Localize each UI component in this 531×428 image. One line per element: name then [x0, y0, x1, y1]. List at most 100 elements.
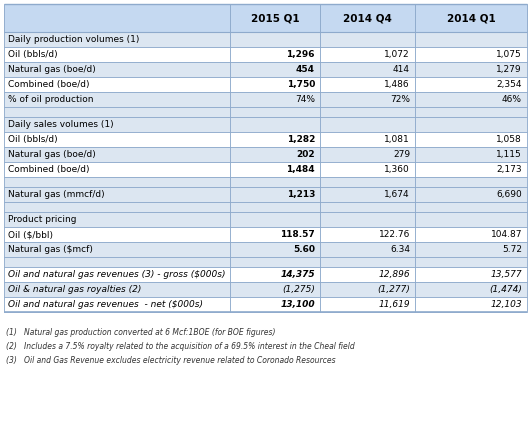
Bar [320, 282, 415, 297]
Bar [320, 177, 415, 187]
Bar [4, 147, 230, 162]
Text: (3)   Oil and Gas Revenue excludes electricity revenue related to Coronado Resou: (3) Oil and Gas Revenue excludes electri… [6, 356, 336, 365]
Bar [4, 132, 230, 147]
Text: 46%: 46% [502, 95, 522, 104]
Bar [230, 77, 320, 92]
Bar [320, 162, 415, 177]
Bar [415, 212, 527, 227]
Bar [4, 282, 230, 297]
Bar [230, 32, 320, 47]
Bar [4, 4, 230, 32]
Bar [230, 92, 320, 107]
Bar [320, 297, 415, 312]
Text: Oil (bbls/d): Oil (bbls/d) [8, 50, 58, 59]
Text: 1,213: 1,213 [287, 190, 315, 199]
Text: (2)   Includes a 7.5% royalty related to the acquisition of a 69.5% interest in : (2) Includes a 7.5% royalty related to t… [6, 342, 355, 351]
Bar [4, 187, 230, 202]
Bar [415, 147, 527, 162]
Bar [415, 227, 527, 242]
Text: 1,484: 1,484 [286, 165, 315, 174]
Text: 454: 454 [296, 65, 315, 74]
Bar [415, 4, 527, 32]
Bar [230, 282, 320, 297]
Bar [4, 77, 230, 92]
Text: 5.60: 5.60 [293, 245, 315, 254]
Text: 104.87: 104.87 [491, 230, 522, 239]
Text: 1,282: 1,282 [287, 135, 315, 144]
Text: Natural gas (boe/d): Natural gas (boe/d) [8, 150, 96, 159]
Text: 2015 Q1: 2015 Q1 [251, 13, 299, 23]
Bar [415, 282, 527, 297]
Bar [320, 147, 415, 162]
Text: 13,100: 13,100 [280, 300, 315, 309]
Text: (1,277): (1,277) [377, 285, 410, 294]
Text: Oil and natural gas revenues (3) - gross ($000s): Oil and natural gas revenues (3) - gross… [8, 270, 226, 279]
Bar [415, 187, 527, 202]
Text: 1,115: 1,115 [496, 150, 522, 159]
Bar [320, 92, 415, 107]
Text: 414: 414 [393, 65, 410, 74]
Text: 13,577: 13,577 [490, 270, 522, 279]
Bar [320, 77, 415, 92]
Text: Combined (boe/d): Combined (boe/d) [8, 80, 90, 89]
Text: 1,674: 1,674 [384, 190, 410, 199]
Bar [415, 242, 527, 257]
Bar [415, 202, 527, 212]
Text: 1,279: 1,279 [496, 65, 522, 74]
Bar [230, 202, 320, 212]
Text: 2,173: 2,173 [496, 165, 522, 174]
Bar [230, 117, 320, 132]
Text: (1,474): (1,474) [489, 285, 522, 294]
Bar [415, 162, 527, 177]
Bar [4, 107, 230, 117]
Text: Oil (bbls/d): Oil (bbls/d) [8, 135, 58, 144]
Bar [230, 187, 320, 202]
Bar [4, 177, 230, 187]
Bar [320, 202, 415, 212]
Bar [320, 257, 415, 267]
Text: Natural gas (mmcf/d): Natural gas (mmcf/d) [8, 190, 105, 199]
Bar [415, 62, 527, 77]
Bar [230, 242, 320, 257]
Text: Natural gas ($mcf): Natural gas ($mcf) [8, 245, 93, 254]
Text: 122.76: 122.76 [379, 230, 410, 239]
Bar [4, 202, 230, 212]
Bar [4, 297, 230, 312]
Text: (1,275): (1,275) [282, 285, 315, 294]
Text: 1,296: 1,296 [287, 50, 315, 59]
Bar [320, 107, 415, 117]
Bar [230, 4, 320, 32]
Text: Oil ($/bbl): Oil ($/bbl) [8, 230, 53, 239]
Bar [415, 92, 527, 107]
Bar [415, 47, 527, 62]
Text: Product pricing: Product pricing [8, 215, 76, 224]
Bar [4, 62, 230, 77]
Text: (1)   Natural gas production converted at 6 Mcf:1BOE (for BOE figures): (1) Natural gas production converted at … [6, 328, 276, 337]
Text: 1,058: 1,058 [496, 135, 522, 144]
Text: 2014 Q1: 2014 Q1 [447, 13, 495, 23]
Bar [320, 117, 415, 132]
Bar [320, 227, 415, 242]
Text: 1,486: 1,486 [384, 80, 410, 89]
Bar [4, 117, 230, 132]
Text: 6,690: 6,690 [496, 190, 522, 199]
Text: 12,896: 12,896 [379, 270, 410, 279]
Bar [230, 47, 320, 62]
Bar [415, 107, 527, 117]
Bar [230, 257, 320, 267]
Text: 11,619: 11,619 [379, 300, 410, 309]
Text: 72%: 72% [390, 95, 410, 104]
Bar [4, 32, 230, 47]
Bar [4, 212, 230, 227]
Text: 118.57: 118.57 [280, 230, 315, 239]
Bar [4, 92, 230, 107]
Text: 1,750: 1,750 [287, 80, 315, 89]
Bar [415, 132, 527, 147]
Bar [320, 267, 415, 282]
Bar [320, 32, 415, 47]
Bar [320, 132, 415, 147]
Text: 1,072: 1,072 [384, 50, 410, 59]
Text: 279: 279 [393, 150, 410, 159]
Text: Oil & natural gas royalties (2): Oil & natural gas royalties (2) [8, 285, 141, 294]
Text: 74%: 74% [295, 95, 315, 104]
